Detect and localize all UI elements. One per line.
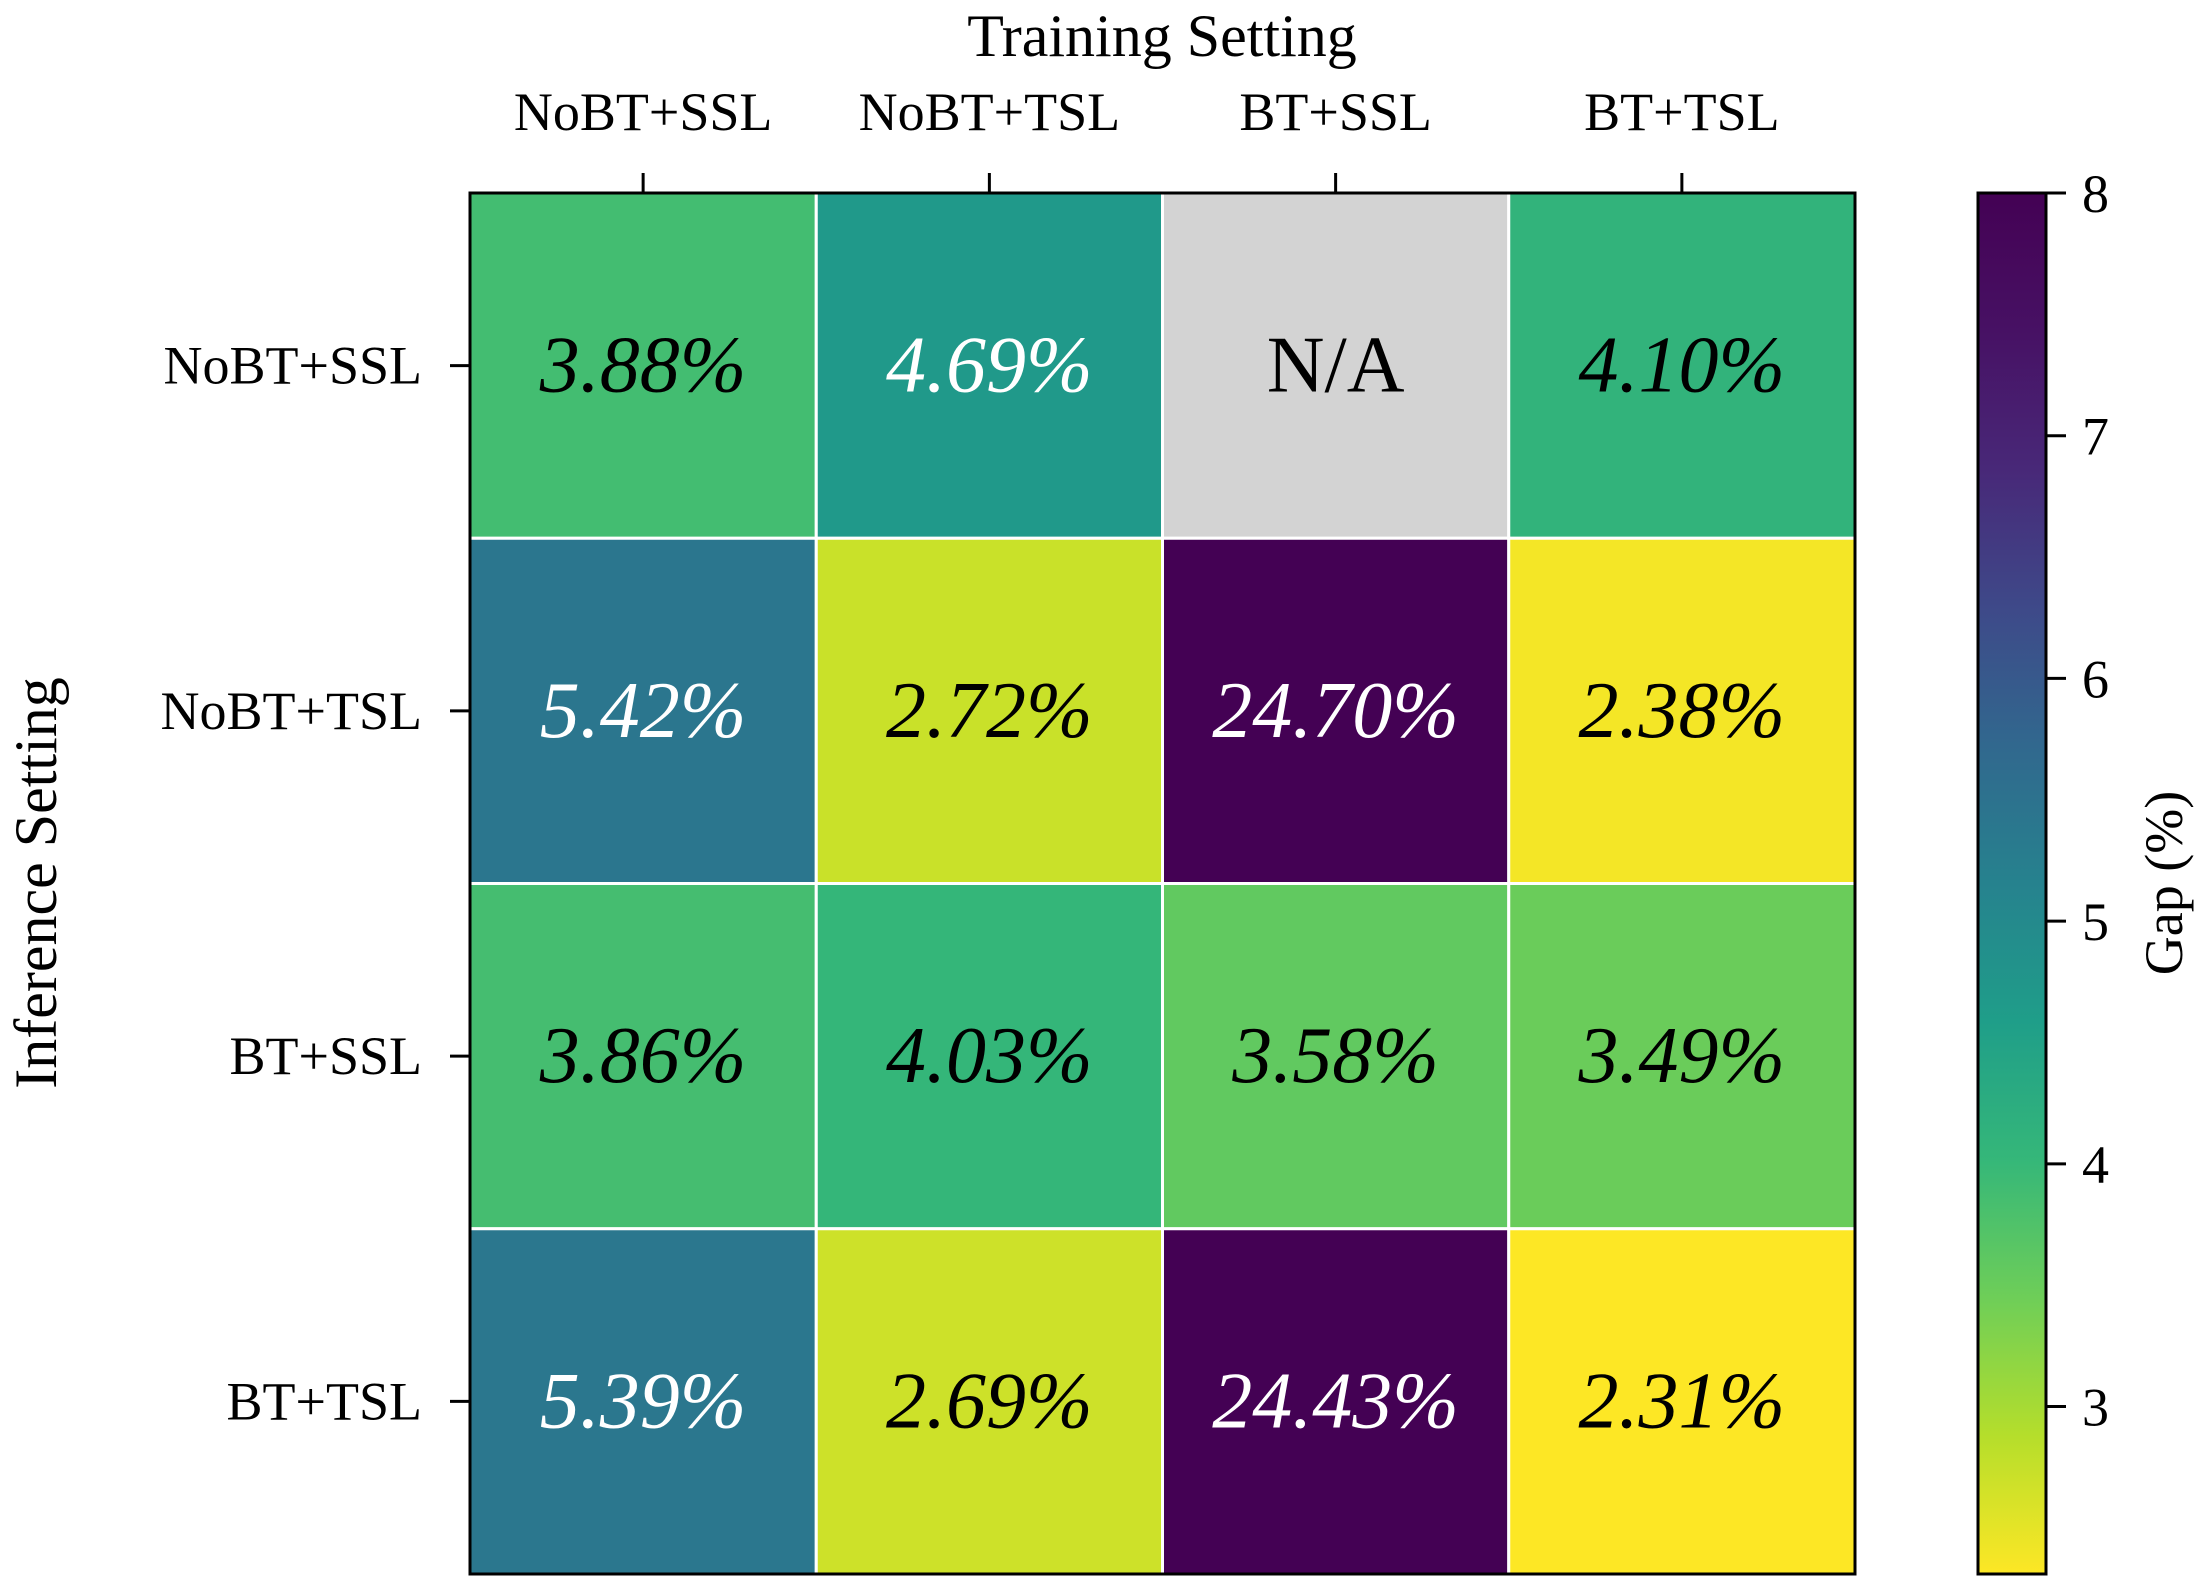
y-tick-label: BT+TSL [227,1371,422,1431]
colorbar-ticks: 3 4 5 6 7 8 [2046,164,2109,1438]
heatmap-cell-labels: 3.88% 4.69% N/A 4.10% 5.42% 2.72% 24.70% 2.38% 3… [539,322,1785,1446]
colorbar-tick-label: 8 [2082,164,2109,224]
cell-value-label: 24.70% [1212,667,1459,755]
y-tick-label: BT+SSL [229,1026,422,1086]
y-axis-ticks: NoBT+SSL NoBT+TSL BT+SSL BT+TSL [161,336,470,1431]
heatmap-cell [1507,191,1857,540]
x-tick-label: NoBT+TSL [859,82,1120,142]
colorbar-tick-label: 6 [2082,649,2109,709]
heatmap-cell [814,191,1164,540]
cell-value-label: 2.72% [886,667,1093,755]
cell-value-label: 5.39% [540,1357,747,1445]
x-axis-ticks: NoBT+SSL NoBT+TSL BT+SSL BT+TSL [514,82,1780,193]
heatmap-cell [468,536,818,885]
colorbar-tick-label: 5 [2082,892,2109,952]
colorbar [1976,191,2048,1576]
cell-value-label: 5.42% [540,667,747,755]
x-tick-label: NoBT+SSL [514,82,773,142]
cell-value-label: 3.58% [1231,1012,1439,1100]
y-axis-title: Inference Setting [3,677,69,1088]
heatmap-cell [814,1227,1164,1576]
x-tick-label: BT+SSL [1239,82,1432,142]
heatmap-cell [1161,1227,1511,1576]
cell-value-label: 4.69% [886,322,1093,410]
cell-value-label: 3.86% [539,1012,747,1100]
colorbar-label: Gap (%) [2134,791,2194,975]
heatmap-cell [468,1227,818,1576]
y-tick-label: NoBT+SSL [163,336,422,396]
cell-value-label: 3.88% [539,322,747,410]
heatmap-cell [468,191,818,540]
heatmap-frame [468,191,1857,1576]
heatmap-cell [1507,1227,1857,1576]
heatmap-cells [468,191,1857,1576]
heatmap-cell [1507,536,1857,885]
cell-value-label: N/A [1267,322,1405,410]
colorbar-tick-label: 3 [2082,1378,2109,1438]
heatmap-cell [814,882,1164,1231]
cell-value-label: 3.49% [1578,1012,1786,1100]
colorbar-tick-label: 7 [2082,407,2109,467]
heatmap-cell [1507,882,1857,1231]
x-tick-label: BT+TSL [1584,82,1779,142]
cell-value-label: 24.43% [1212,1357,1459,1445]
cell-value-label: 2.38% [1579,667,1786,755]
cell-value-label: 4.10% [1579,322,1786,410]
colorbar-tick-label: 4 [2082,1135,2109,1195]
cell-value-label: 2.69% [886,1357,1093,1445]
cell-value-label: 2.31% [1579,1357,1786,1445]
x-axis-title: Training Setting [967,3,1357,69]
cell-value-label: 4.03% [886,1012,1093,1100]
heatmap-cell [814,536,1164,885]
y-tick-label: NoBT+TSL [161,681,422,741]
